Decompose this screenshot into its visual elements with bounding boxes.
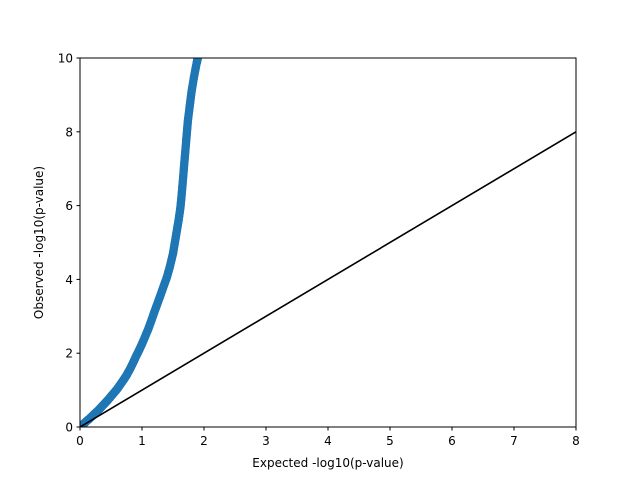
x-tick-label: 7	[510, 434, 518, 448]
y-tick-label: 8	[65, 125, 73, 139]
x-tick-label: 5	[386, 434, 394, 448]
y-tick-label: 4	[65, 273, 73, 287]
x-tick-label: 6	[448, 434, 456, 448]
x-tick-label: 0	[76, 434, 84, 448]
y-tick-label: 6	[65, 199, 73, 213]
y-tick-label: 0	[65, 421, 73, 435]
reference-line	[80, 131, 576, 427]
plot-frame	[79, 57, 577, 428]
scatter-point	[193, 58, 202, 63]
x-tick-label: 1	[138, 434, 146, 448]
x-axis-label: Expected -log10(p-value)	[252, 456, 403, 470]
y-tick-label: 2	[65, 347, 73, 361]
plot-area	[80, 58, 576, 427]
x-axis-ticks: 0 1 2 3 4 5 6 7 8	[76, 427, 580, 448]
x-tick-label: 8	[572, 434, 580, 448]
series-group	[80, 58, 576, 427]
y-tick-label: 10	[58, 52, 73, 66]
x-tick-label: 3	[262, 434, 270, 448]
y-axis-label: Observed -log10(p-value)	[32, 166, 46, 319]
x-tick-label: 4	[324, 434, 332, 448]
y-axis-ticks: 0 2 4 6 8 10	[58, 52, 80, 435]
x-tick-label: 2	[200, 434, 208, 448]
